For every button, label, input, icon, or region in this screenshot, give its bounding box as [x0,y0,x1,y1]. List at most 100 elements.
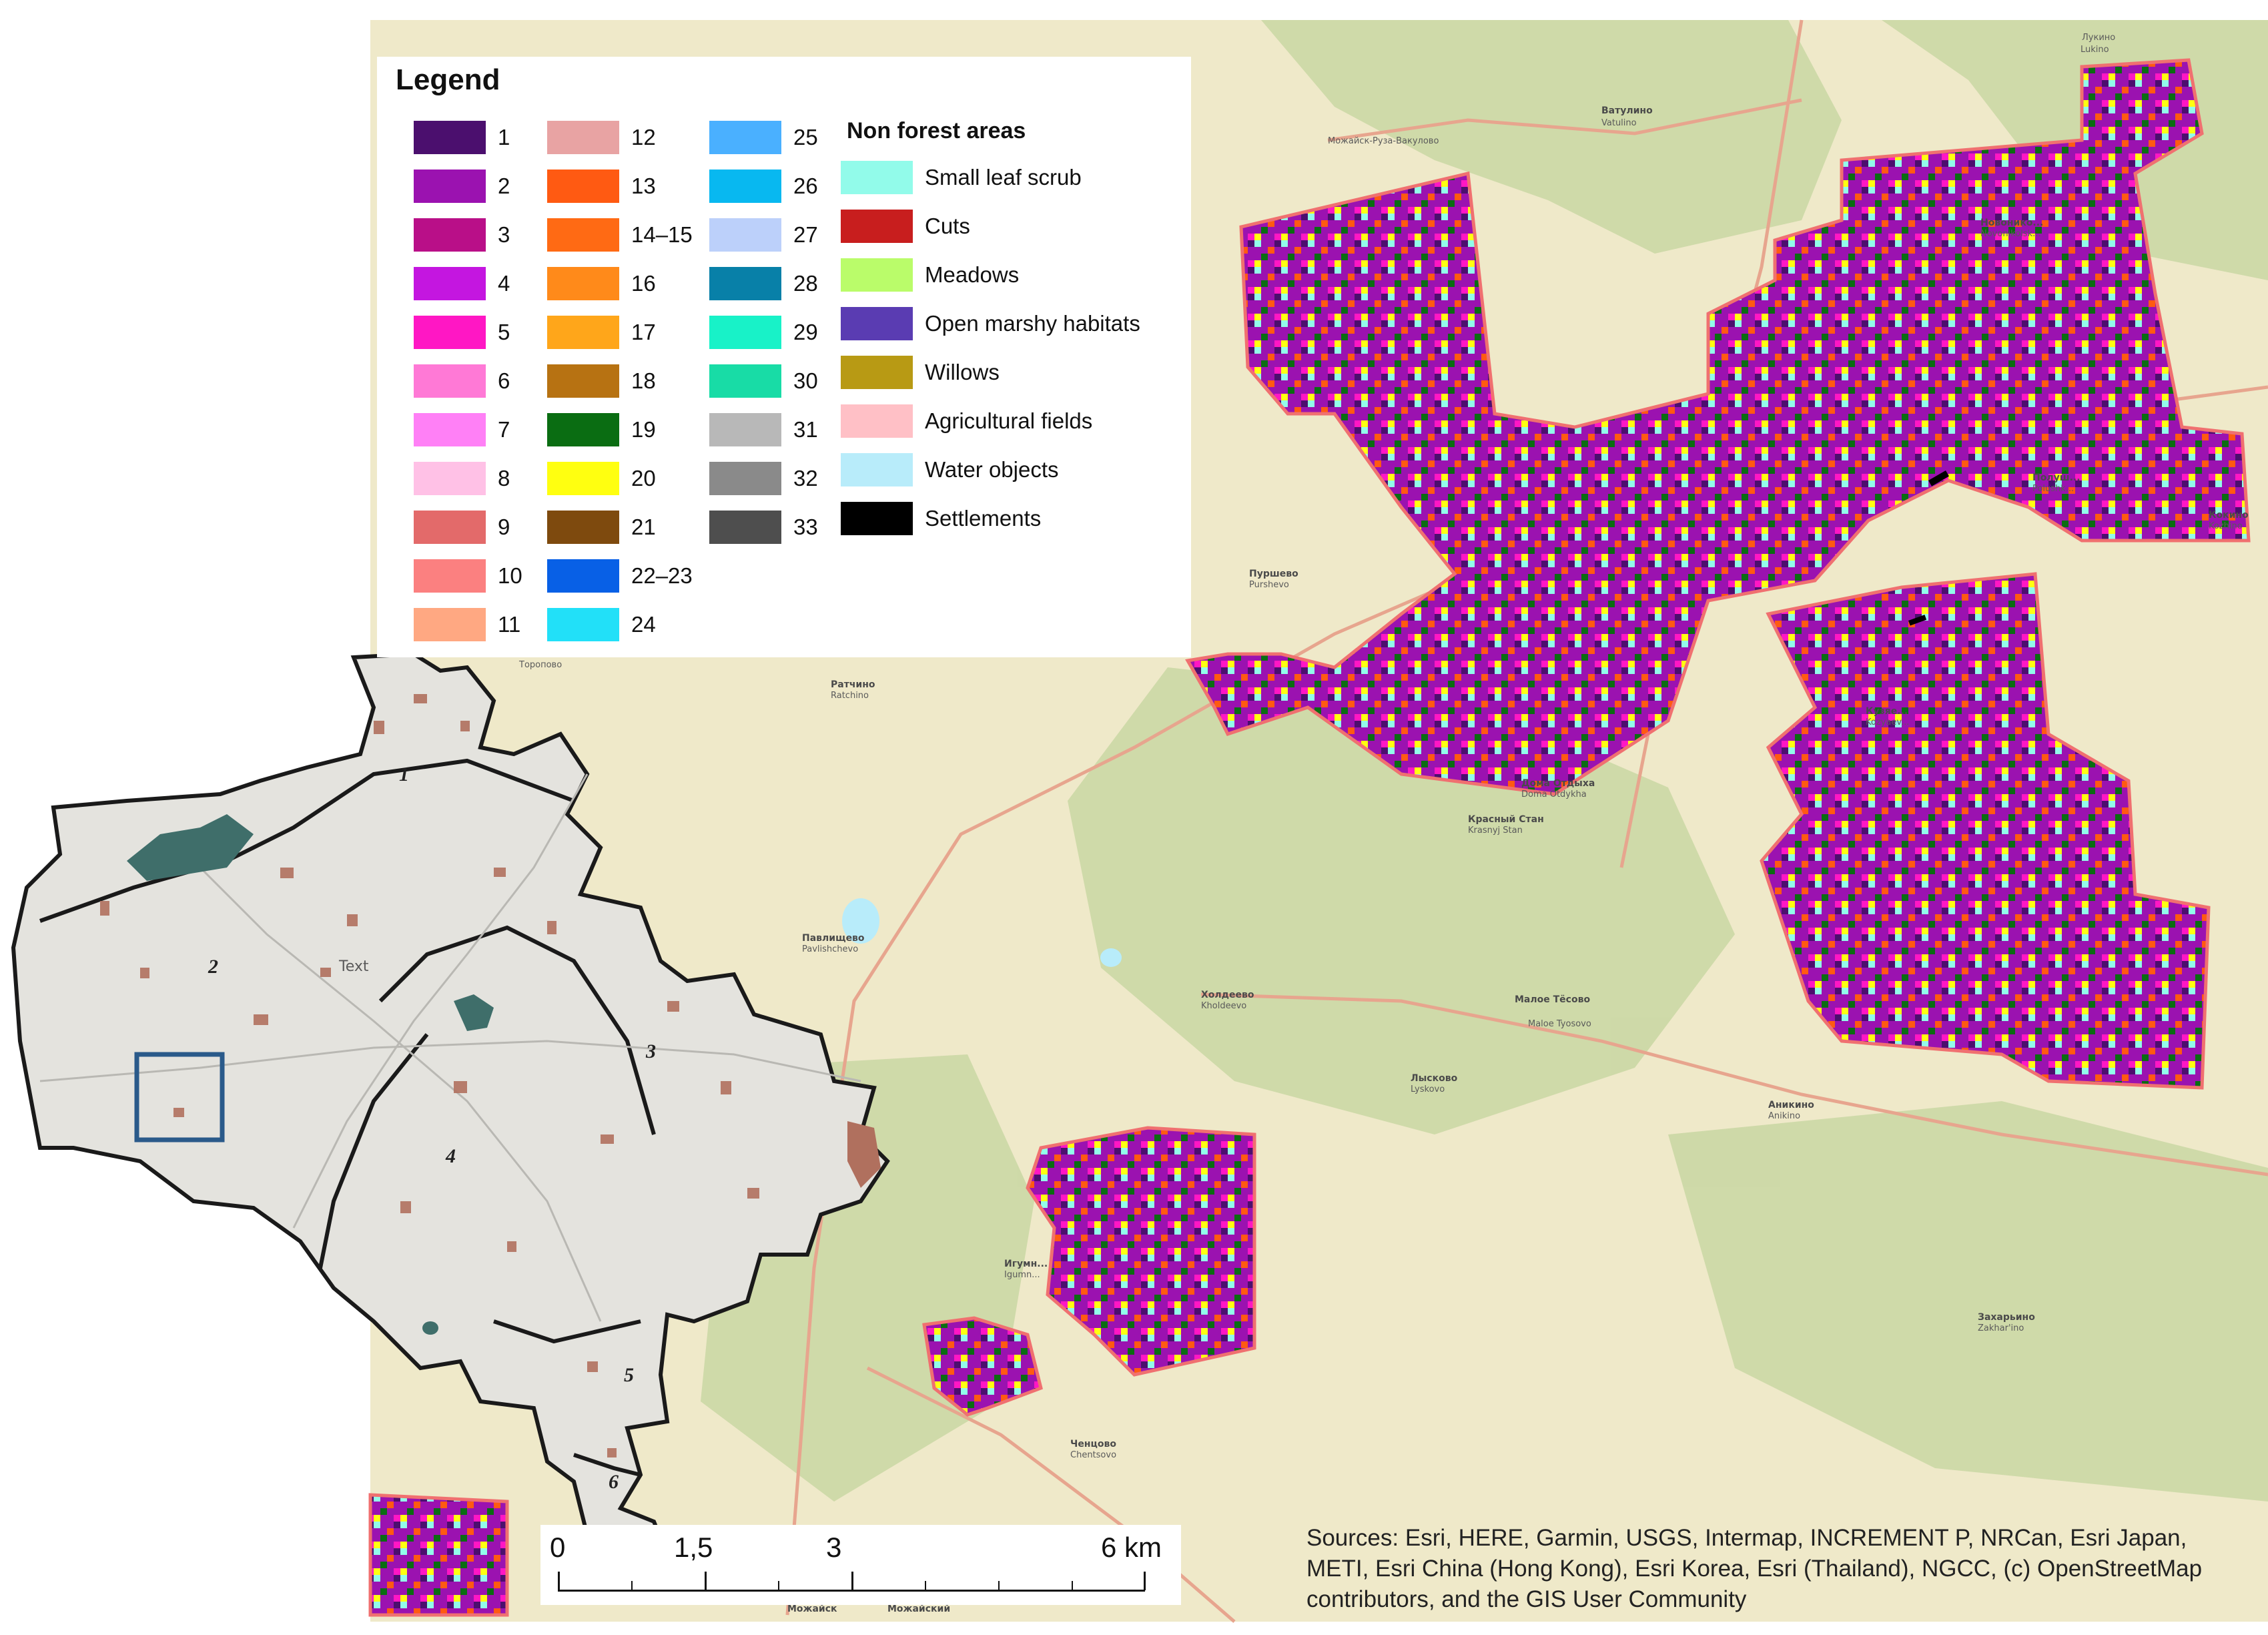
study-area-box [134,1052,225,1142]
legend-swatch [709,511,781,544]
svg-text:Новонико...: Новонико... [1980,218,2043,228]
svg-text:Аникино: Аникино [1768,1100,1814,1110]
legend-label: 29 [793,320,818,344]
legend-swatch [547,511,619,544]
scale-tick [558,1572,560,1590]
legend-swatch-nf [841,404,913,438]
svg-text:Lukino: Lukino [2081,45,2109,55]
legend-label: 22–23 [631,563,693,588]
svg-text:Полуш...: Полуш... [2032,472,2081,483]
legend-label: 8 [498,466,510,490]
svg-text:Кокино: Кокино [2209,510,2249,521]
svg-text:Lyskovo: Lyskovo [1411,1084,1445,1094]
non-forest-heading: Non forest areas [847,118,1026,143]
legend-item-20: 20 [547,461,656,496]
legend-item-26: 26 [709,169,818,204]
legend-label: Settlements [925,506,1042,531]
legend-item-24: 24 [547,607,656,642]
legend-label: 4 [498,271,510,296]
legend-label: 19 [631,417,656,442]
legend-label: 20 [631,466,656,490]
scale-label-1-5: 1,5 [674,1532,713,1563]
svg-text:Красный Стан: Красный Стан [1468,814,1544,825]
svg-text:Можайск: Можайск [787,1604,837,1614]
legend-item-2: 2 [414,169,510,204]
legend-swatch [709,462,781,495]
legend-label: 25 [793,125,818,149]
legend-swatch [547,121,619,154]
legend-label: 24 [631,612,656,637]
legend-swatch [709,316,781,349]
svg-text:Кузяе...: Кузяе... [1866,706,1908,717]
svg-text:Kholdeevo: Kholdeevo [1201,1001,1246,1011]
legend-item-18: 18 [547,364,656,398]
legend-item-9: 9 [414,510,510,545]
legend-swatch [709,413,781,446]
svg-text:Пуршево: Пуршево [1249,569,1298,579]
svg-text:Малое Тёсово: Малое Тёсово [1515,994,1590,1005]
scale-tick [705,1572,707,1590]
svg-text:Ratchino: Ratchino [831,691,869,701]
svg-text:3: 3 [645,1040,656,1062]
svg-text:1: 1 [399,763,409,785]
settlement-markers [1908,470,1949,626]
legend-label: 26 [793,174,818,198]
legend-item-7: 7 [414,412,510,447]
svg-text:Ратчино: Ратчино [831,679,875,690]
legend-swatch [547,218,619,252]
legend-item-water: Water objects [841,452,1059,487]
legend-label: 12 [631,125,656,149]
legend-label: 31 [793,417,818,442]
svg-text:Chentsovo: Chentsovo [1070,1450,1116,1460]
scale-label-0: 0 [550,1532,566,1563]
legend-item-small-leaf-scrub: Small leaf scrub [841,160,1082,195]
scale-label-3: 3 [826,1532,842,1563]
legend-item-1: 1 [414,120,510,155]
legend-item-open-marshy: Open marshy habitats [841,306,1140,341]
legend-label: 11 [498,612,521,637]
legend-swatch-nf [841,210,913,243]
svg-text:2: 2 [208,956,218,978]
legend-item-11: 11 [414,607,520,642]
legend-label: 13 [631,174,656,198]
legend-swatch-nf [841,161,913,194]
legend-label: 32 [793,466,818,490]
legend-label: 27 [793,222,818,247]
legend-swatch [414,316,486,349]
legend-swatch [709,364,781,398]
svg-text:Zakhar'ino: Zakhar'ino [1978,1323,2024,1333]
legend-label: 1 [498,125,510,149]
legend-label: Cuts [925,214,970,238]
legend-swatch-nf [841,502,913,535]
scale-tick [851,1572,853,1590]
scale-tick-minor [998,1581,1000,1590]
legend-label: 6 [498,368,510,393]
svg-text:5: 5 [624,1364,634,1386]
legend-item-4: 4 [414,266,510,301]
legend-item-6: 6 [414,364,510,398]
legend-label: Meadows [925,262,1020,287]
legend-swatch [414,218,486,252]
svg-text:Pavlishchevo: Pavlishchevo [802,944,858,954]
svg-text:Ченцово: Ченцово [1070,1439,1116,1449]
legend-item-31: 31 [709,412,818,447]
legend-item-13: 13 [547,169,656,204]
svg-text:Павлищево: Павлищево [802,933,865,944]
svg-text:Anikino: Anikino [1768,1111,1800,1121]
legend-item-17: 17 [547,315,656,350]
legend-item-8: 8 [414,461,510,496]
classified-forest-patches [368,58,2251,1617]
svg-text:Vatulino: Vatulino [1601,118,1637,128]
legend-swatch [547,462,619,495]
place-labels: Лукино Lukino Ватулино Vatulino Можайск-… [518,33,2249,1614]
patch-north [1185,58,2251,796]
legend-label: Water objects [925,457,1059,482]
svg-text:Kozhino: Kozhino [2209,521,2243,531]
patch-corner [368,1493,509,1617]
legend-item-12: 12 [547,120,656,155]
legend-swatch [709,267,781,300]
legend-swatch [414,170,486,203]
svg-text:Polushk...: Polushk... [2032,484,2074,494]
region-numbers: 1 2 3 4 5 6 Text [208,763,656,1493]
